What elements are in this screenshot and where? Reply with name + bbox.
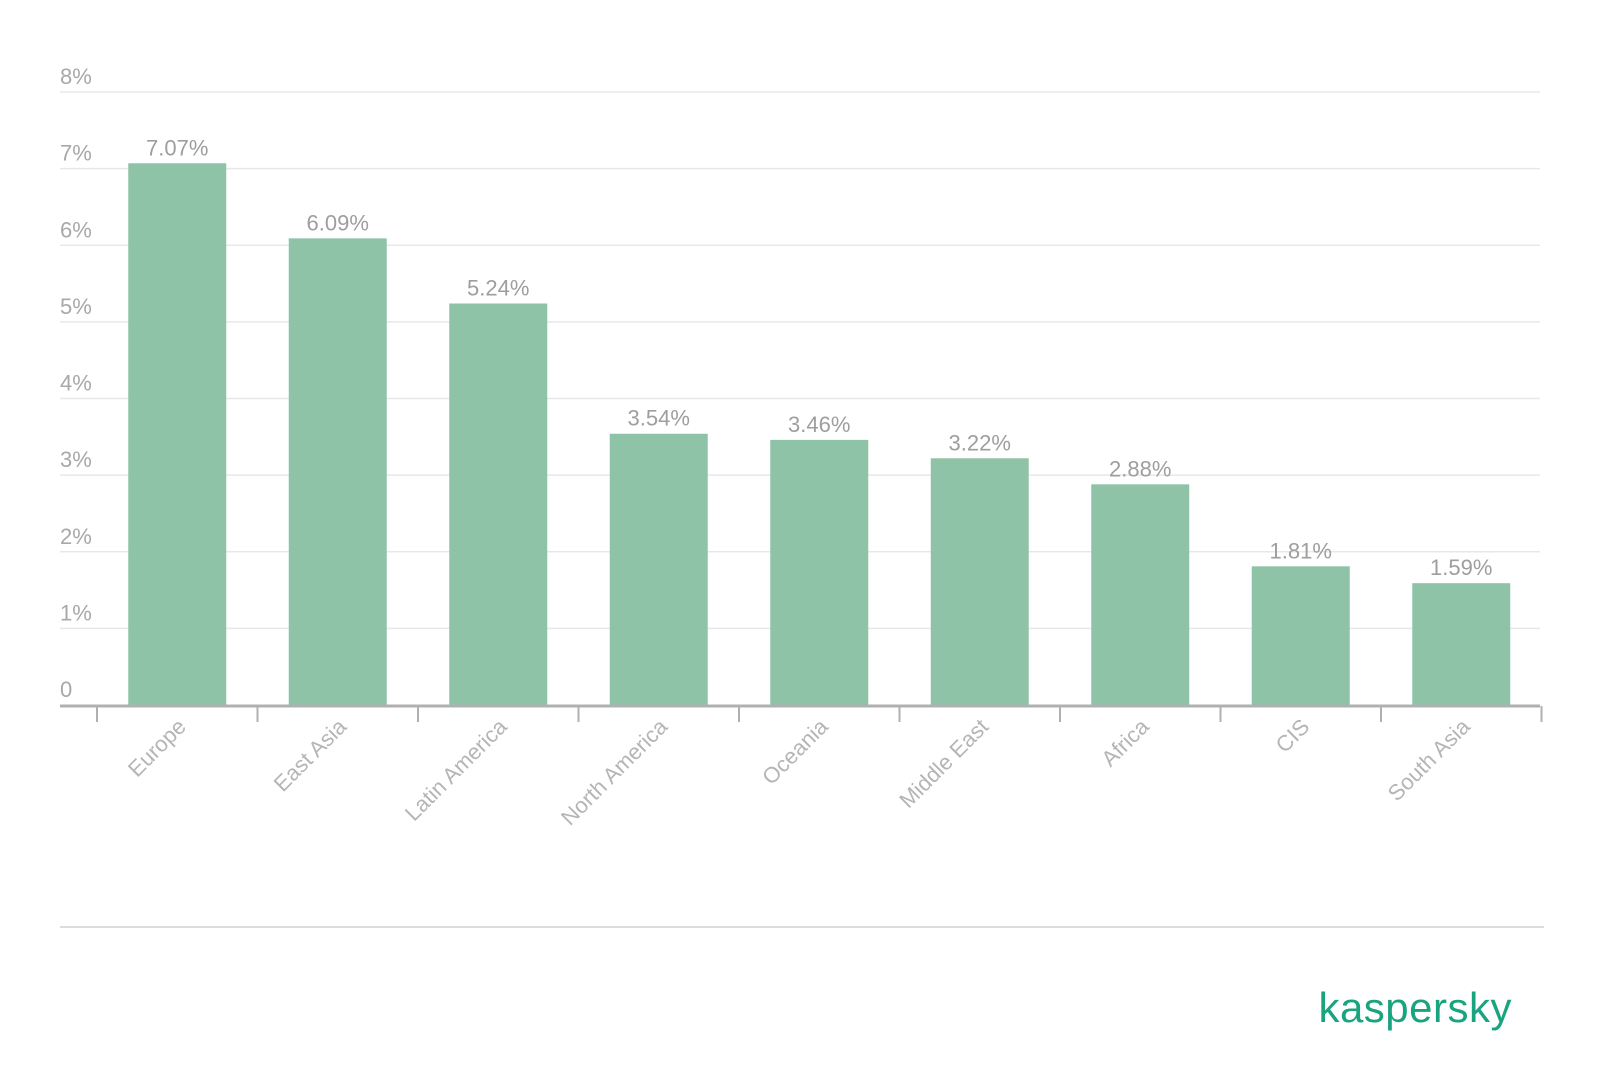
x-tick-label: Middle East bbox=[894, 714, 993, 813]
bars bbox=[128, 163, 1511, 706]
data-label: 1.81% bbox=[1270, 538, 1332, 563]
bar bbox=[1091, 484, 1190, 705]
x-tick-label: CIS bbox=[1271, 714, 1315, 758]
bar bbox=[609, 433, 708, 705]
data-label: 3.54% bbox=[628, 406, 690, 431]
x-tick-label: North America bbox=[556, 713, 673, 830]
data-label: 6.09% bbox=[307, 210, 369, 235]
data-label: 3.22% bbox=[949, 430, 1011, 455]
bar bbox=[1251, 566, 1350, 705]
x-tick-label: Europe bbox=[123, 714, 191, 782]
y-tick-label: 7% bbox=[60, 141, 92, 166]
data-label: 3.46% bbox=[788, 412, 850, 437]
bar bbox=[1412, 583, 1511, 705]
x-axis-tick-labels: Europe East Asia Latin America North Americ… bbox=[123, 713, 1475, 830]
data-label: 1.59% bbox=[1430, 555, 1492, 580]
kaspersky-logo: kaspersky bbox=[1318, 984, 1512, 1031]
x-axis bbox=[60, 704, 1543, 722]
x-tick-label: South Asia bbox=[1383, 713, 1476, 806]
data-labels: 7.07% 6.09% 5.24% 3.54% 3.46% 3.22% 2.88% 1.81%… bbox=[146, 135, 1492, 580]
data-label: 2.88% bbox=[1109, 456, 1171, 481]
bar bbox=[449, 303, 548, 705]
y-tick-label: 6% bbox=[60, 217, 92, 242]
y-axis-tick-labels: 0 1% 2% 3% 4% 5% 6% 7% 8% bbox=[60, 64, 92, 702]
bar bbox=[930, 458, 1029, 705]
data-label: 5.24% bbox=[467, 275, 529, 300]
bar bbox=[128, 163, 227, 706]
bar bbox=[770, 439, 869, 705]
y-tick-label: 8% bbox=[60, 64, 92, 89]
x-tick-label: Africa bbox=[1096, 713, 1154, 771]
x-tick-label: Latin America bbox=[400, 713, 512, 825]
y-tick-label: 4% bbox=[60, 371, 92, 396]
x-tick-label: Oceania bbox=[757, 713, 833, 789]
data-label: 7.07% bbox=[146, 135, 208, 160]
y-tick-label: 1% bbox=[60, 600, 92, 625]
x-tick-label: East Asia bbox=[269, 713, 352, 796]
bar bbox=[288, 238, 387, 705]
y-tick-label: 0 bbox=[60, 677, 72, 702]
y-tick-label: 5% bbox=[60, 294, 92, 319]
y-tick-label: 2% bbox=[60, 524, 92, 549]
y-tick-label: 3% bbox=[60, 447, 92, 472]
